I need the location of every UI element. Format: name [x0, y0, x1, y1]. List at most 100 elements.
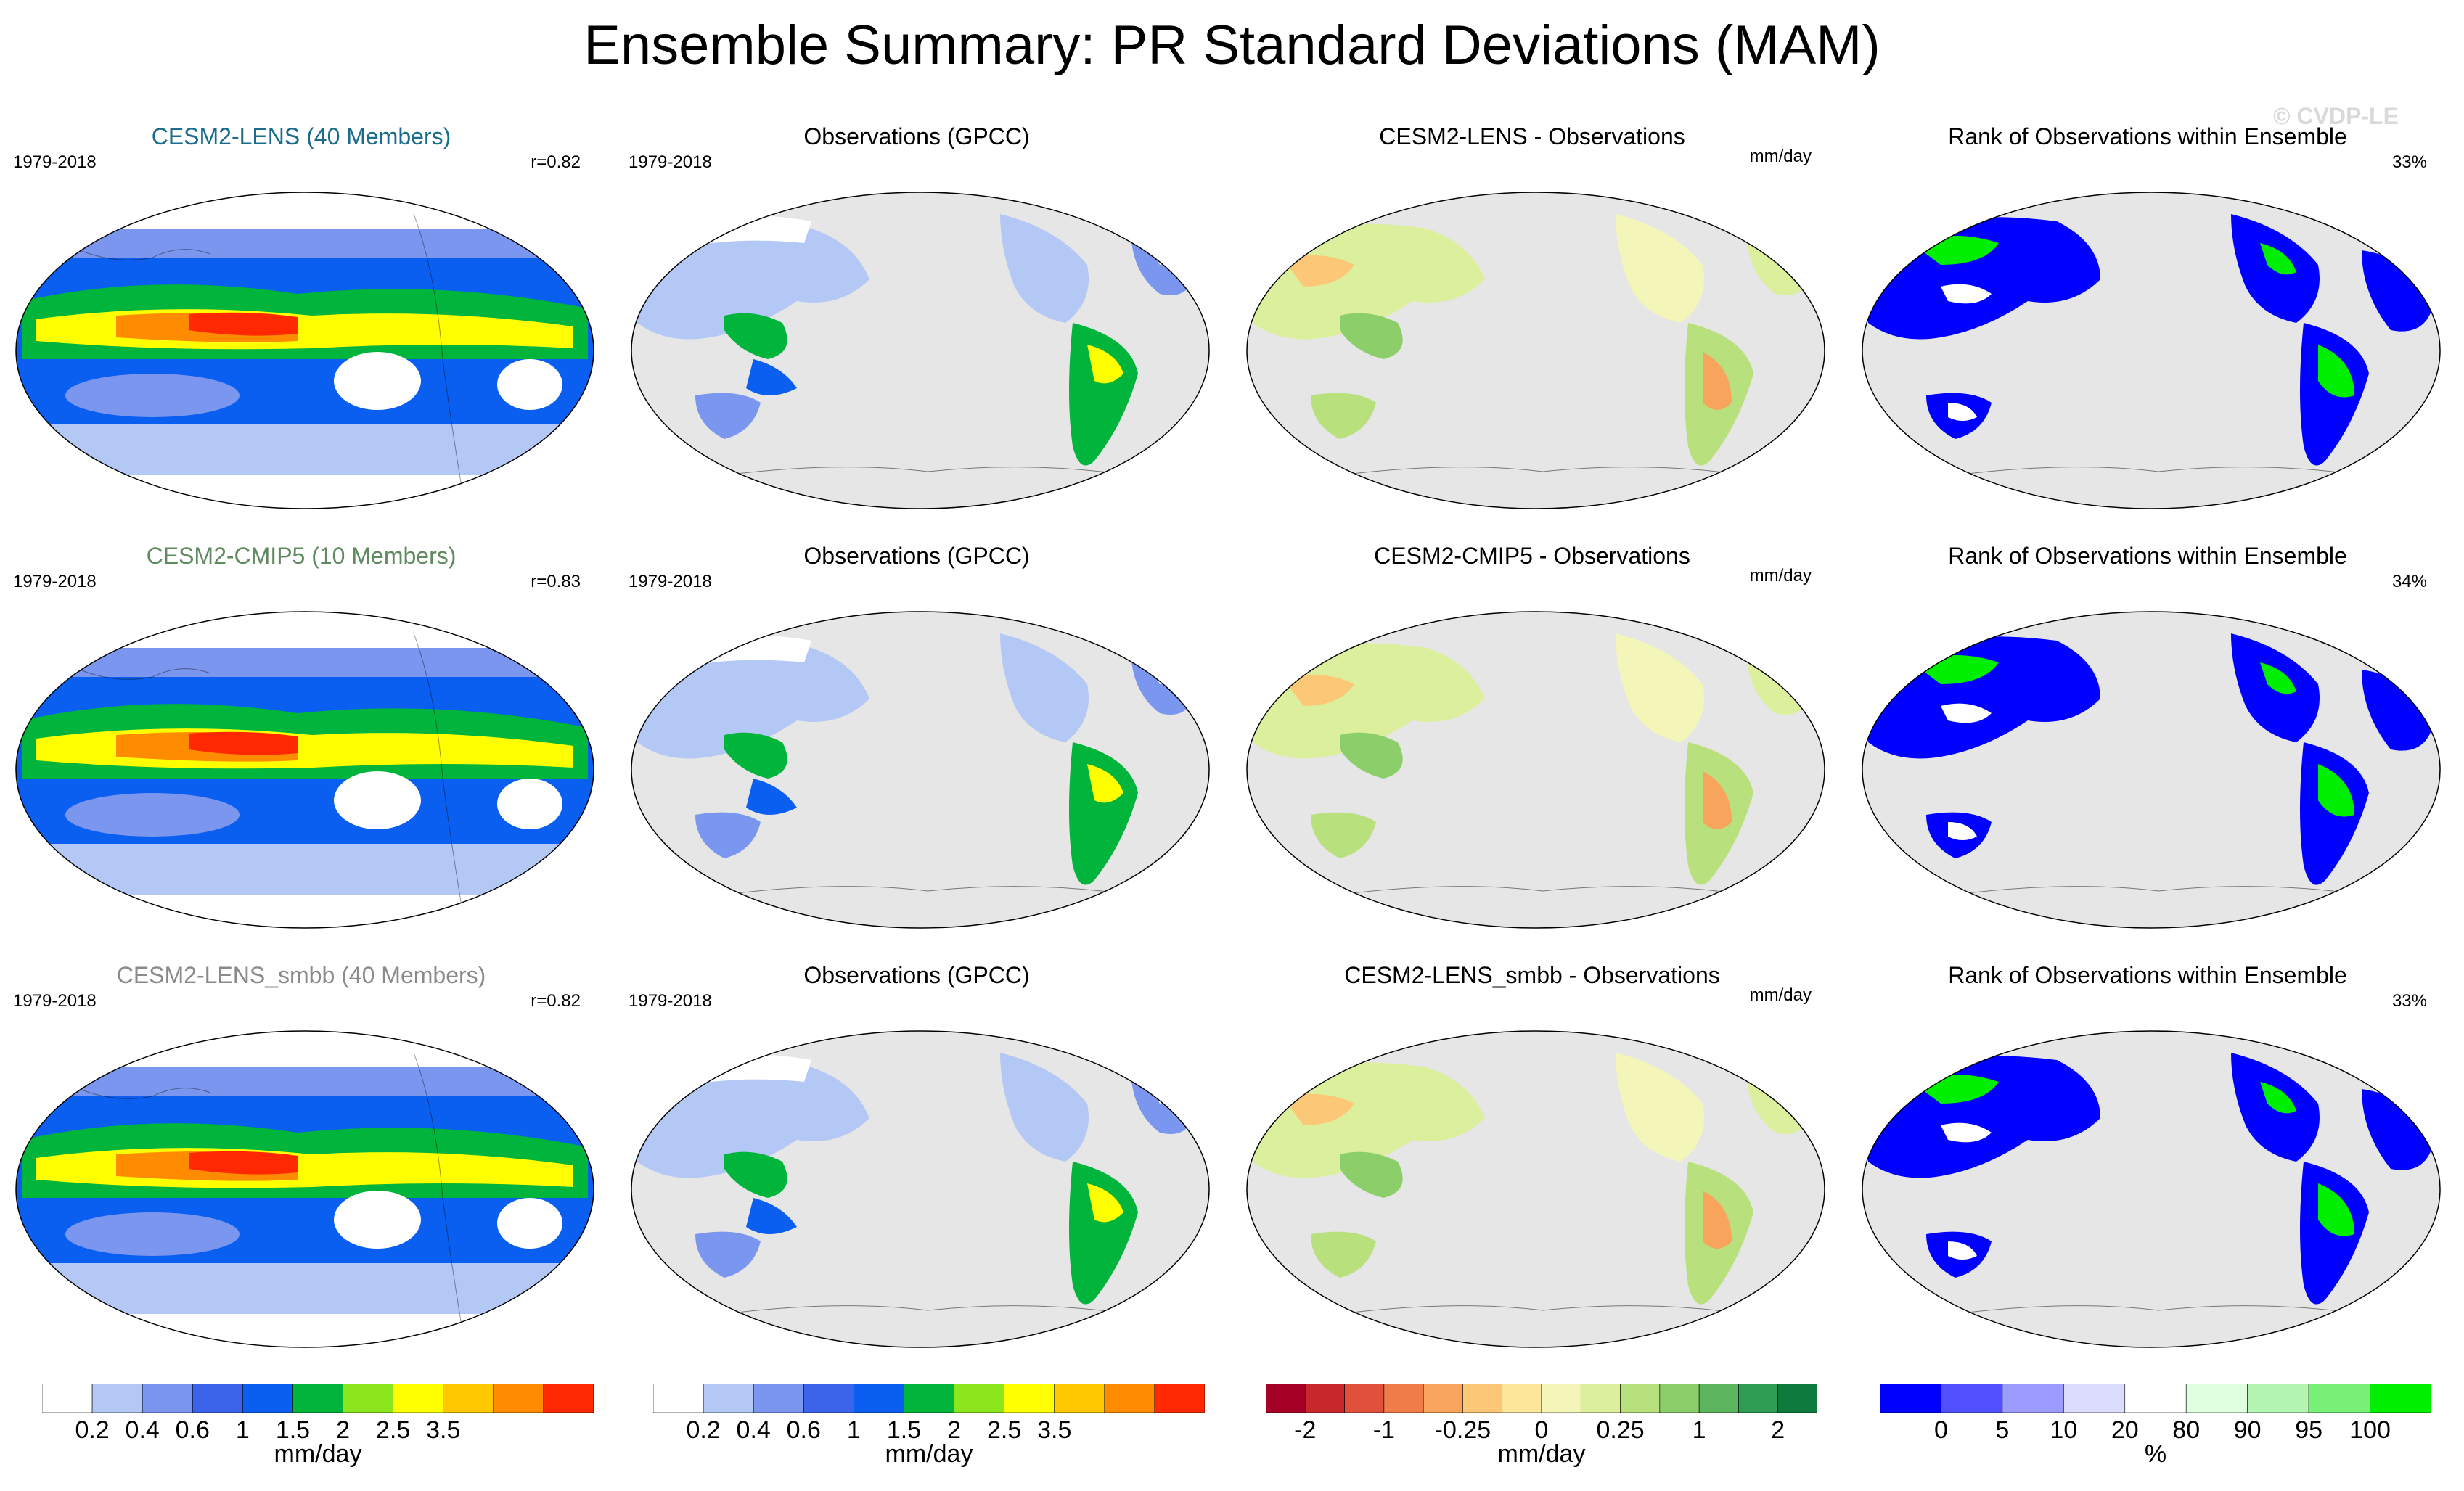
colorbar-swatch	[1266, 1384, 1306, 1413]
colorbar-swatch	[142, 1384, 193, 1413]
panel-obs-row1: Observations (GPCC) 1979-2018	[615, 109, 1218, 515]
colorbar-tick-label: 2	[1771, 1416, 1785, 1444]
rank-pct-row3: 33%	[2391, 991, 2427, 1011]
colorbar-tick-label: 5	[1995, 1416, 2010, 1444]
colorbar-tick-label: 20	[2111, 1416, 2139, 1444]
diff-title-row2: CESM2-CMIP5 - Observations	[1374, 543, 1690, 569]
colorbar-swatch	[1054, 1384, 1105, 1413]
colorbar-swatch	[1580, 1384, 1621, 1413]
panel-diff-row3: CESM2-LENS_smbb - Observations mm/day	[1231, 948, 1833, 1354]
colorbar-swatch	[242, 1384, 293, 1413]
period-row1-model: 1979-2018	[13, 152, 97, 172]
map-rank-row1	[1854, 185, 2449, 515]
colorbar-tick-label: -2	[1294, 1416, 1317, 1444]
period-row3-obs: 1979-2018	[629, 991, 712, 1011]
colorbar-swatch	[2063, 1384, 2126, 1413]
colorbar-tick-label: 3.5	[1037, 1416, 1072, 1444]
colorbar-tick-label: 0.4	[736, 1416, 771, 1444]
map-diff-row3	[1238, 1024, 1833, 1354]
colorbar-swatch	[2124, 1384, 2187, 1413]
obs-title-row3: Observations (GPCC)	[803, 962, 1030, 988]
colorbar-tick-label: 90	[2233, 1416, 2262, 1444]
colorbar-swatch	[753, 1384, 804, 1413]
corr-row1: r=0.82	[531, 152, 581, 172]
colorbar-swatch	[192, 1384, 243, 1413]
colorbar-swatch	[1738, 1384, 1779, 1413]
colorbar-sd	[42, 1384, 594, 1413]
colorbar-swatch	[1620, 1384, 1661, 1413]
corr-row3: r=0.82	[531, 991, 581, 1011]
map-obs-row3	[623, 1024, 1218, 1354]
panel-model-row3: CESM2-LENS_smbb (40 Members) 1979-2018 r…	[0, 948, 602, 1354]
colorbar-swatch	[292, 1384, 343, 1413]
colorbar-tick-label: 2	[947, 1416, 961, 1444]
map-rank-row3	[1854, 1024, 2449, 1354]
colorbar-tick-label: 2.5	[986, 1416, 1022, 1444]
panel-model-row2: CESM2-CMIP5 (10 Members) 1979-2018 r=0.8…	[0, 528, 602, 935]
colorbar-tick-label: 1	[846, 1416, 861, 1444]
colorbar-tick-label: 100	[2349, 1416, 2391, 1444]
rank-pct-row2: 34%	[2391, 572, 2427, 591]
colorbar-tick-label: -0.25	[1434, 1416, 1491, 1444]
period-row2-model: 1979-2018	[13, 572, 97, 591]
colorbar-swatch	[443, 1384, 494, 1413]
colorbar-tick-label: 1.5	[886, 1416, 922, 1444]
colorbar-swatch	[1659, 1384, 1700, 1413]
colorbar-swatch	[904, 1384, 954, 1413]
diff-units-row2: mm/day	[1749, 566, 1812, 586]
panel-rank-row3: Rank of Observations within Ensemble 33%	[1846, 948, 2449, 1354]
colorbar-tick-label: 0	[1933, 1416, 1948, 1444]
colorbar-swatch	[2308, 1384, 2370, 1413]
obs-title-row1: Observations (GPCC)	[803, 123, 1030, 149]
colorbar-sd-obs	[653, 1384, 1205, 1413]
colorbar-swatch	[1154, 1384, 1205, 1413]
colorbar-diff	[1266, 1384, 1817, 1413]
panel-rank-row1: Rank of Observations within Ensemble 33%	[1846, 109, 2449, 515]
colorbar-swatch	[803, 1384, 854, 1413]
rank-title-row1: Rank of Observations within Ensemble	[1948, 123, 2347, 149]
model-title-row2: CESM2-CMIP5 (10 Members)	[146, 543, 457, 569]
colorbar-sd-units: mm/day	[274, 1440, 362, 1468]
panel-diff-row2: CESM2-CMIP5 - Observations mm/day	[1231, 528, 1833, 935]
colorbar-swatch	[1004, 1384, 1055, 1413]
colorbar-swatch	[343, 1384, 393, 1413]
copyright-watermark: © CVDP-LE	[2273, 103, 2399, 129]
period-row2-obs: 1979-2018	[629, 572, 712, 591]
model-title-row3: CESM2-LENS_smbb (40 Members)	[116, 962, 486, 988]
colorbar-tick-label: 10	[2050, 1416, 2078, 1444]
diff-title-row3: CESM2-LENS_smbb - Observations	[1344, 962, 1720, 988]
colorbar-tick-label: 0	[1534, 1416, 1549, 1444]
colorbar-swatch	[42, 1384, 93, 1413]
colorbar-tick-label: -1	[1372, 1416, 1395, 1444]
colorbar-swatch	[2002, 1384, 2064, 1413]
colorbar-swatch	[1777, 1384, 1817, 1413]
colorbar-tick-label: 2	[336, 1416, 350, 1444]
colorbar-swatch	[1423, 1384, 1463, 1413]
panel-rank-row2: Rank of Observations within Ensemble 34%	[1846, 528, 2449, 935]
map-obs-row2	[623, 604, 1218, 935]
colorbar-swatch	[703, 1384, 754, 1413]
map-rank-row2	[1854, 604, 2449, 935]
colorbar-tick-label: 1	[1692, 1416, 1706, 1444]
period-row3-model: 1979-2018	[13, 991, 97, 1011]
colorbar-swatch	[1304, 1384, 1345, 1413]
colorbar-sd-ticks: 0.2 0.4 0.6 1 1.5 2 2.5 3.5	[42, 1416, 594, 1445]
panel-model-row1: CESM2-LENS (40 Members) 1979-2018 r=0.82	[0, 109, 602, 515]
colorbar-tick-label: 0.2	[686, 1416, 721, 1444]
colorbar-diff-ticks: -2 -1 -0.25 0 0.25 1 2	[1266, 1416, 1817, 1445]
colorbar-swatch	[2247, 1384, 2309, 1413]
colorbar-tick-label: 0.25	[1596, 1416, 1645, 1444]
obs-title-row2: Observations (GPCC)	[803, 543, 1030, 569]
map-diff-row1	[1238, 185, 1833, 515]
colorbar-sd-obs-ticks: 0.2 0.4 0.6 1 1.5 2 2.5 3.5	[653, 1416, 1205, 1445]
colorbar-swatch	[653, 1384, 704, 1413]
model-title-row1: CESM2-LENS (40 Members)	[151, 123, 451, 149]
map-diff-row2	[1238, 604, 1833, 935]
rank-title-row3: Rank of Observations within Ensemble	[1948, 962, 2347, 988]
colorbar-swatch	[1880, 1384, 1941, 1413]
colorbar-swatch	[1104, 1384, 1155, 1413]
colorbar-tick-label: 0.6	[175, 1416, 210, 1444]
colorbar-tick-label: 80	[2172, 1416, 2201, 1444]
colorbar-swatch	[2185, 1384, 2248, 1413]
colorbar-swatch	[1344, 1384, 1385, 1413]
